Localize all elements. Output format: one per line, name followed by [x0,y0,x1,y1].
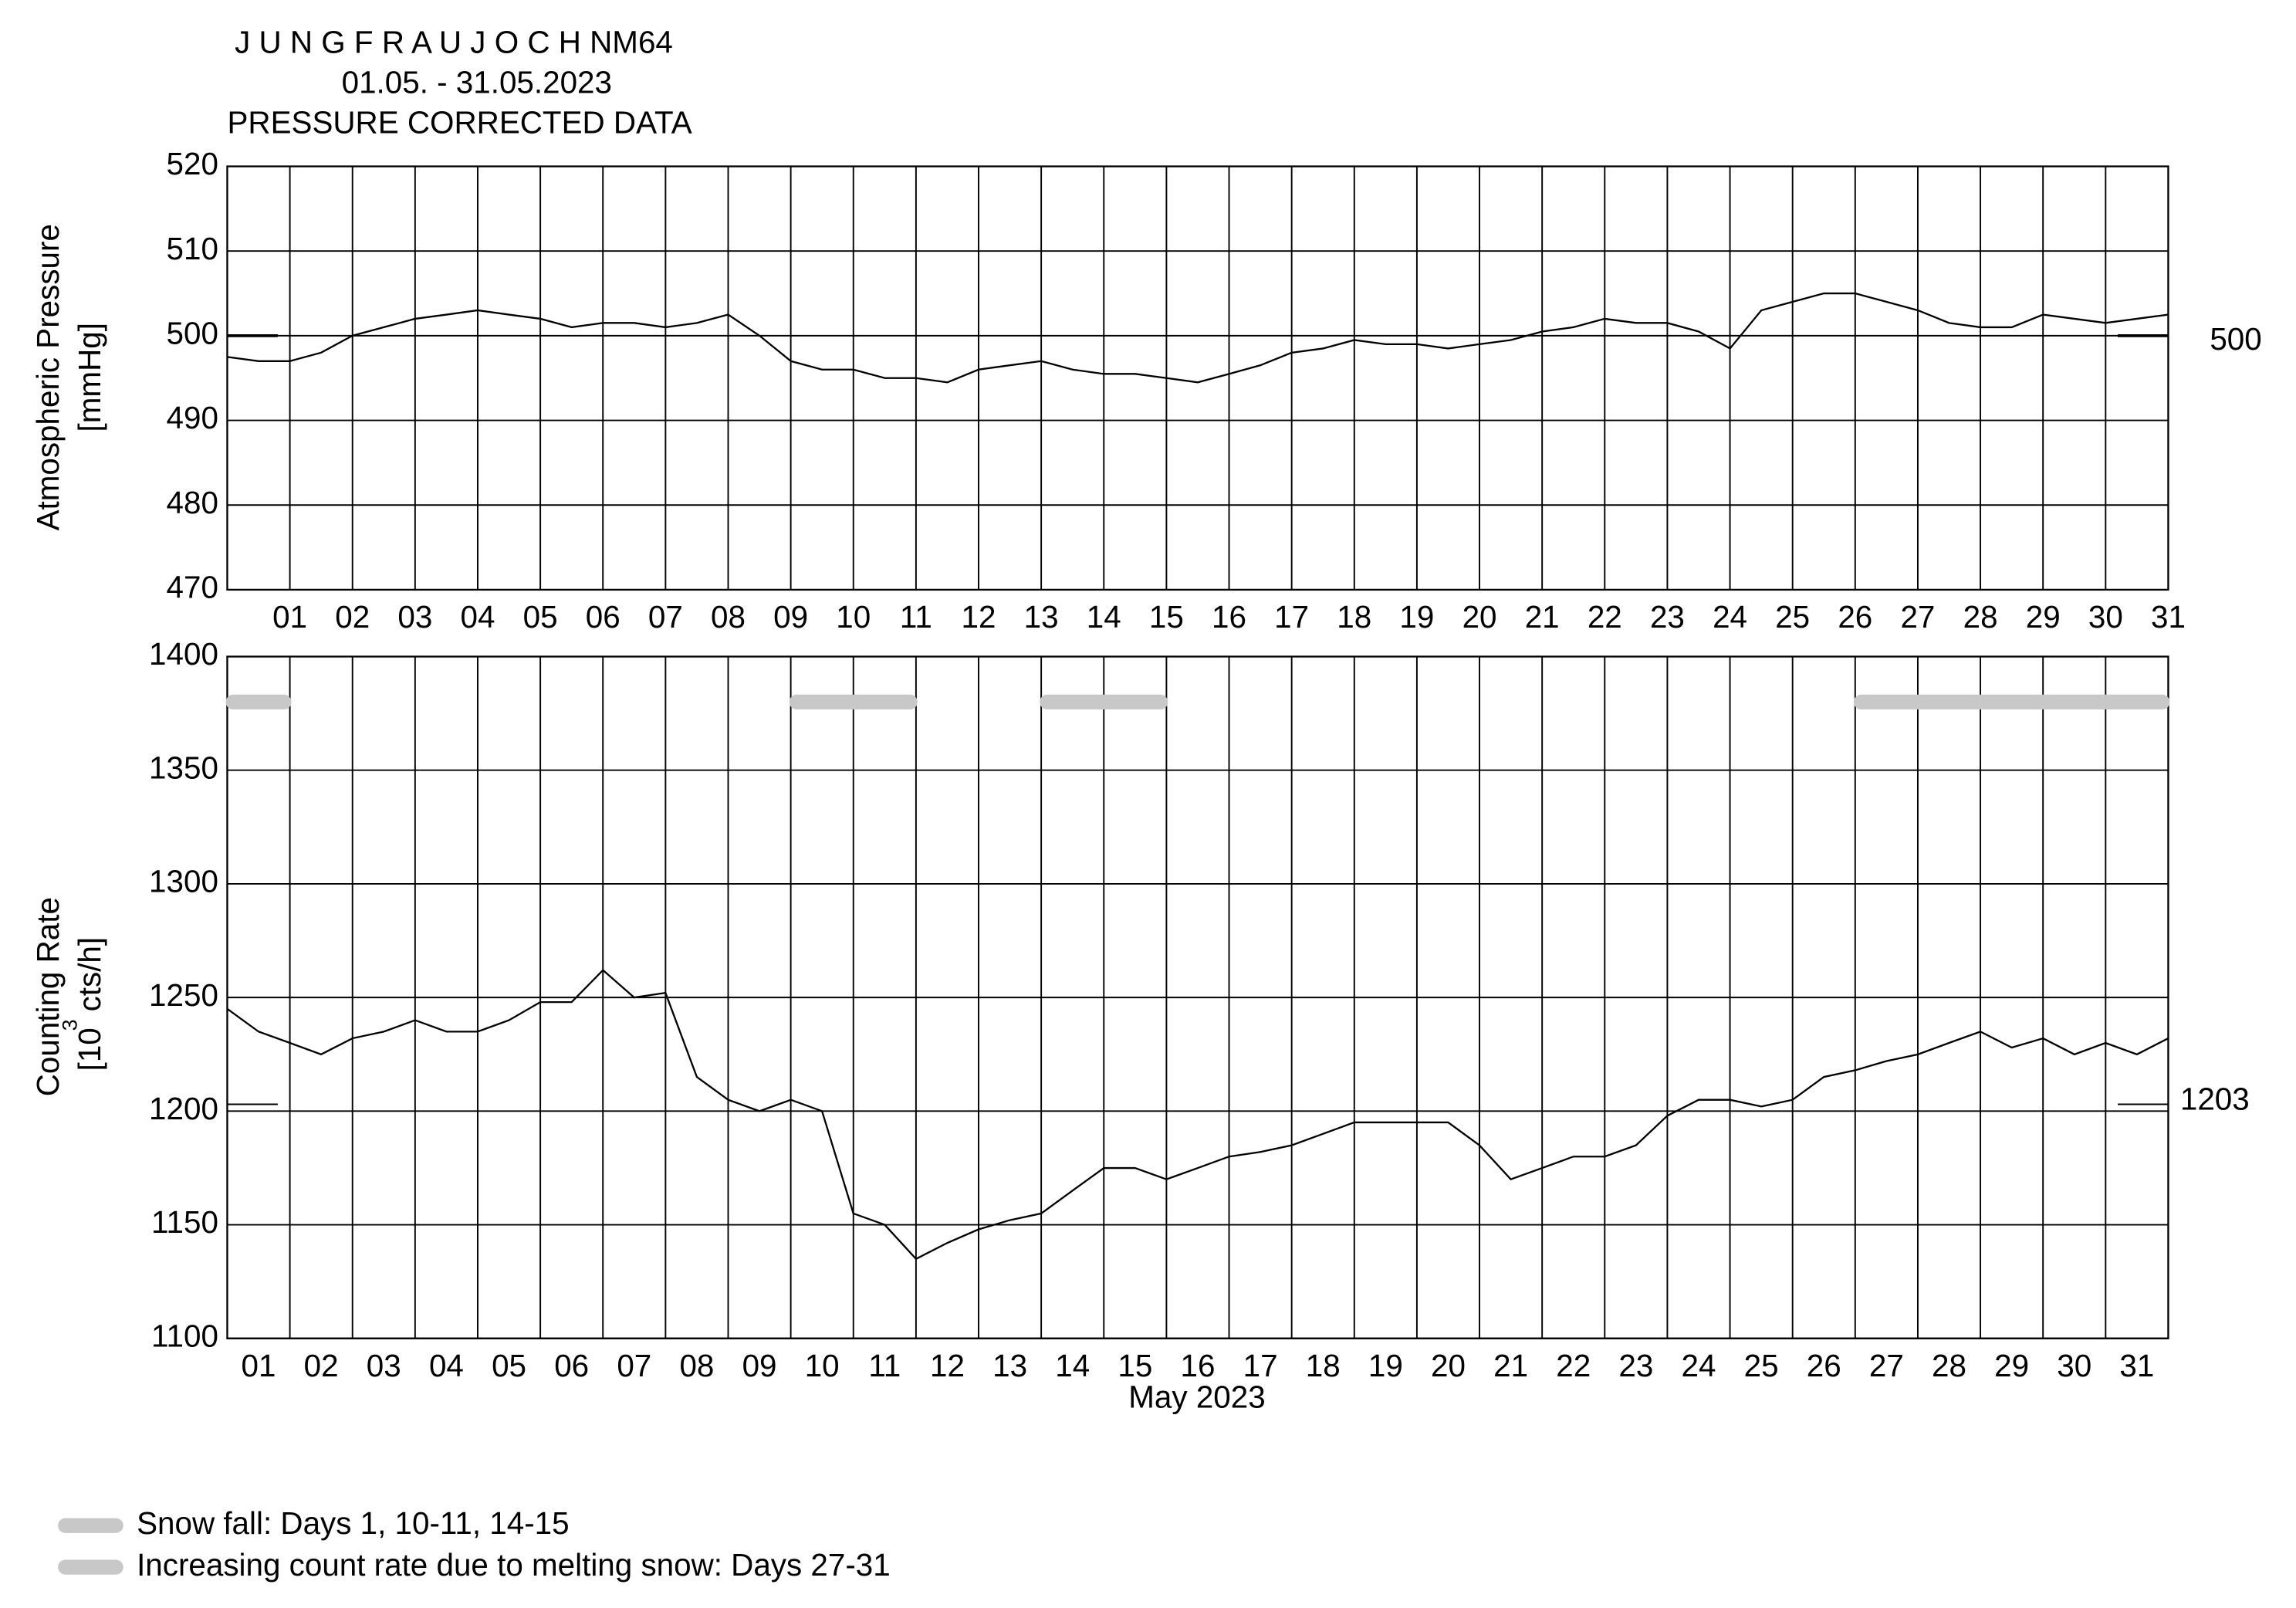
x-tick-label: 04 [461,599,495,635]
y-tick-label: 480 [167,485,218,520]
x-tick-label: 18 [1306,1348,1341,1383]
x-tick-label: 29 [1994,1348,2029,1383]
x-tick-label: 13 [1024,599,1059,635]
x-tick-label: 15 [1118,1348,1152,1383]
x-tick-label: 29 [2026,599,2061,635]
y-tick-label: 1200 [149,1091,218,1126]
x-tick-label: 02 [304,1348,339,1383]
x-tick-label: 26 [1838,599,1872,635]
x-tick-label: 02 [335,599,370,635]
y-tick-label: 470 [167,570,218,605]
x-tick-label: 16 [1180,1348,1215,1383]
x-tick-label: 12 [962,599,996,635]
x-tick-label: 26 [1807,1348,1841,1383]
x-tick-label: 14 [1087,599,1121,635]
x-tick-label: 17 [1243,1348,1278,1383]
x-tick-label: 30 [2088,599,2123,635]
y-tick-label: 510 [167,231,218,266]
x-tick-label: 14 [1055,1348,1090,1383]
x-tick-label: 22 [1556,1348,1591,1383]
x-tick-label: 09 [742,1348,777,1383]
y-axis-label: Atmospheric Pressure [30,224,66,530]
plot-frame [226,655,2169,1339]
x-tick-label: 21 [1525,599,1560,635]
y-tick-label: 1150 [151,1204,218,1240]
y-tick-label: 1100 [151,1318,218,1353]
x-tick-label: 27 [1900,599,1935,635]
x-tick-label: 17 [1274,599,1309,635]
x-tick-label: 01 [242,1348,276,1383]
reference-label: 1203 [2180,1081,2250,1116]
x-tick-label: 28 [1963,599,1998,635]
data-line [227,292,2169,384]
plot-frame [226,165,2169,591]
y-tick-label: 1250 [149,977,218,1013]
legend-label: Increasing count rate due to melting sno… [137,1547,891,1583]
x-tick-label: 19 [1368,1348,1403,1383]
x-tick-label: 13 [992,1348,1027,1383]
x-axis-label: May 2023 [1128,1379,1265,1414]
x-tick-label: 04 [429,1348,464,1383]
x-tick-label: 10 [836,599,871,635]
y-tick-label: 1400 [149,636,218,672]
x-tick-label: 18 [1337,599,1371,635]
x-tick-label: 20 [1431,1348,1466,1383]
chart-subtitle: PRESSURE CORRECTED DATA [227,104,692,140]
x-tick-label: 21 [1493,1348,1528,1383]
x-tick-label: 05 [523,599,558,635]
y-axis-label: 3 [59,1019,82,1031]
x-tick-label: 20 [1462,599,1497,635]
x-tick-label: 11 [868,1348,901,1383]
y-tick-label: 1350 [149,750,218,785]
x-tick-label: 03 [397,599,432,635]
x-tick-label: 01 [272,599,307,635]
y-tick-label: 490 [167,400,218,435]
x-tick-label: 09 [773,599,808,635]
x-tick-label: 05 [492,1348,526,1383]
x-tick-label: 08 [711,599,746,635]
y-tick-label: 1300 [149,864,218,899]
x-tick-label: 19 [1399,599,1434,635]
legend-label: Snow fall: Days 1, 10-11, 14-15 [137,1505,570,1541]
x-tick-label: 23 [1618,1348,1653,1383]
x-tick-label: 31 [2151,599,2186,635]
data-line [226,969,2169,1261]
x-tick-label: 30 [2057,1348,2091,1383]
x-tick-label: 07 [648,599,683,635]
reference-label: 500 [2210,321,2261,357]
x-tick-label: 06 [554,1348,589,1383]
y-axis-label: cts/h] [72,937,107,1012]
x-tick-label: 31 [2119,1348,2154,1383]
x-tick-label: 24 [1713,599,1747,635]
y-axis-label: [mmHg] [72,323,107,432]
x-tick-label: 24 [1682,1348,1716,1383]
x-tick-label: 23 [1650,599,1685,635]
x-tick-label: 27 [1869,1348,1904,1383]
y-axis-label: [10 [72,1027,107,1071]
y-tick-label: 520 [167,146,218,181]
x-tick-label: 12 [930,1348,965,1383]
x-tick-label: 07 [617,1348,651,1383]
x-tick-label: 28 [1932,1348,1966,1383]
y-axis-label: Counting Rate [30,897,66,1096]
x-tick-label: 25 [1744,1348,1779,1383]
x-tick-label: 22 [1588,599,1622,635]
x-tick-label: 16 [1212,599,1246,635]
x-tick-label: 11 [900,599,932,635]
chart-subtitle: 01.05. - 31.05.2023 [342,64,612,100]
x-tick-label: 03 [367,1348,401,1383]
x-tick-label: 15 [1149,599,1184,635]
x-tick-label: 08 [679,1348,714,1383]
x-tick-label: 25 [1775,599,1810,635]
chart-title: J U N G F R A U J O C H NM64 [235,24,673,59]
x-tick-label: 06 [586,599,620,635]
x-tick-label: 10 [805,1348,840,1383]
y-tick-label: 500 [167,316,218,351]
